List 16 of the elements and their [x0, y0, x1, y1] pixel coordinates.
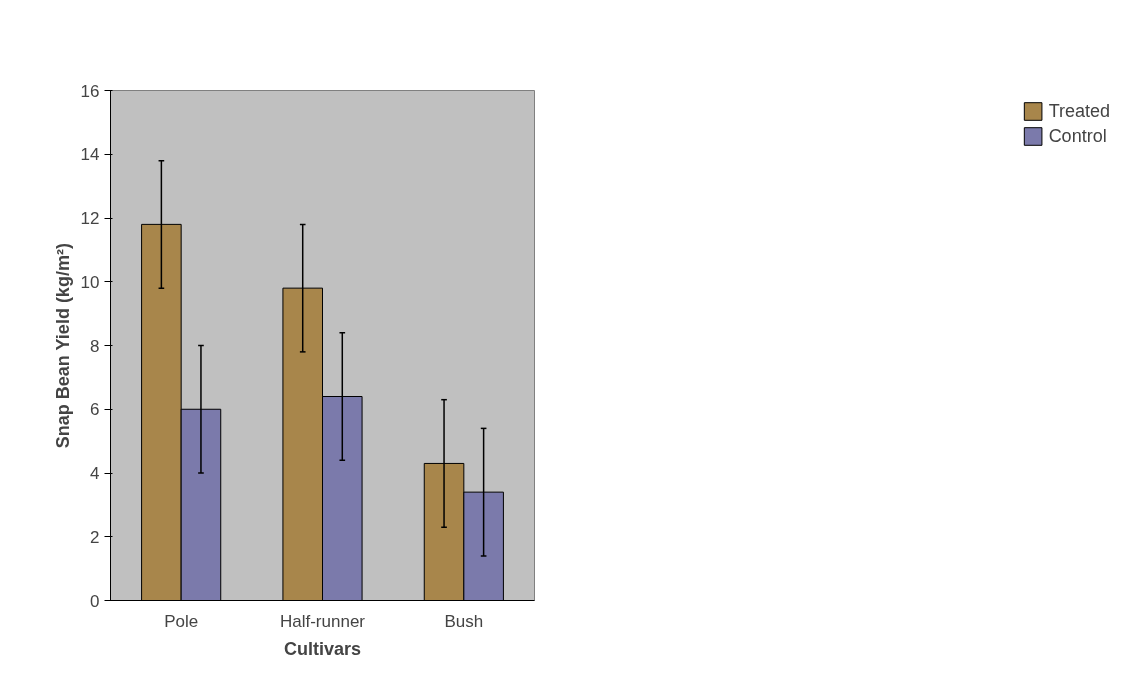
y-tick-label: 2 — [90, 527, 100, 547]
y-tick-label: 0 — [90, 591, 100, 611]
y-tick-label: 10 — [80, 272, 100, 292]
y-tick-label: 16 — [80, 81, 100, 101]
x-tick-label: Bush — [444, 611, 484, 631]
legend-label: Control — [1048, 125, 1107, 147]
x-axis-title: Cultivars — [283, 638, 362, 659]
y-tick-label: 6 — [90, 400, 100, 420]
y-tick-label: 14 — [80, 145, 100, 165]
y-tick-label: 12 — [80, 209, 100, 228]
y-tick-label: 4 — [90, 464, 100, 483]
y-axis-title: Snap Bean Yield (kg/m²) — [52, 243, 73, 449]
x-tick-label: Pole — [164, 611, 199, 631]
x-tick-label: Half-runner — [279, 611, 366, 631]
y-tick-label: 8 — [90, 336, 100, 356]
legend-label: Treated — [1048, 100, 1110, 122]
